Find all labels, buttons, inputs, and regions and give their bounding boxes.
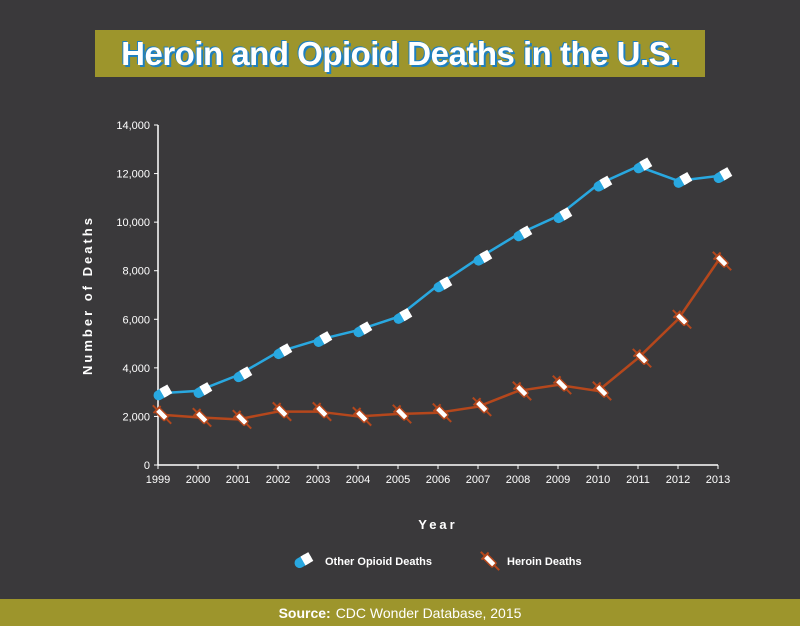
data-point-syringe-icon (472, 396, 492, 417)
data-point-pill-icon (273, 343, 293, 360)
data-point-syringe-icon (592, 381, 612, 401)
data-point-syringe-icon (392, 404, 412, 424)
x-tick-label: 2002 (266, 474, 290, 486)
data-point-pill-icon (313, 331, 333, 347)
x-axis-title: Year (418, 517, 457, 532)
source-footer: Source: CDC Wonder Database, 2015 (0, 599, 800, 626)
data-point-pill-icon (193, 382, 213, 398)
data-point-pill-icon (713, 167, 733, 183)
x-tick-label: 2011 (626, 474, 650, 486)
data-point-pill-icon (633, 157, 653, 174)
x-tick-label: 2004 (346, 474, 370, 486)
y-tick-label: 8,000 (122, 266, 150, 278)
source-text: CDC Wonder Database, 2015 (335, 604, 522, 621)
y-tick-label: 6,000 (122, 314, 150, 326)
x-tick-label: 2000 (186, 474, 210, 486)
legend-label: Other Opioid Deaths (325, 556, 432, 568)
title-banner: Heroin and Opioid Deaths in the U.S. (95, 30, 705, 77)
data-point-syringe-icon (272, 401, 292, 422)
x-tick-label: 2010 (586, 474, 610, 486)
x-tick-label: 2013 (706, 474, 730, 486)
data-point-syringe-icon (232, 409, 252, 430)
data-point-syringe-icon (632, 348, 652, 369)
x-tick-label: 2012 (666, 474, 690, 486)
data-point-syringe-icon (312, 401, 332, 422)
data-point-syringe-icon (552, 374, 572, 395)
y-tick-label: 0 (144, 460, 150, 472)
data-point-pill-icon (433, 276, 453, 293)
x-tick-label: 2006 (426, 474, 450, 486)
y-tick-label: 10,000 (116, 217, 150, 229)
legend-label: Heroin Deaths (507, 556, 582, 568)
data-point-syringe-icon (432, 402, 452, 423)
legend-syringe-icon (480, 551, 500, 571)
x-tick-label: 1999 (146, 474, 170, 486)
data-point-pill-icon (153, 384, 173, 401)
data-point-pill-icon (233, 366, 253, 383)
data-point-pill-icon (513, 225, 533, 242)
legend-pill-icon (294, 552, 314, 568)
data-point-syringe-icon (672, 309, 692, 330)
legend-item-heroin (480, 551, 500, 571)
data-point-syringe-icon (192, 407, 212, 428)
data-point-pill-icon (353, 321, 373, 338)
data-point-pill-icon (673, 172, 693, 188)
data-point-syringe-icon (712, 251, 732, 271)
x-tick-label: 2003 (306, 474, 330, 486)
x-tick-label: 2005 (386, 474, 410, 486)
line-chart: 0 2,000 4,000 6,000 8,000 10,000 12,000 14,000 1… (80, 120, 733, 571)
data-point-syringe-icon (152, 404, 172, 425)
x-tick-label: 2007 (466, 474, 490, 486)
data-point-syringe-icon (512, 381, 532, 401)
legend-item-opioid (294, 552, 314, 568)
data-point-pill-icon (553, 207, 573, 224)
data-point-pill-icon (393, 308, 413, 324)
chart-title: Heroin and Opioid Deaths in the U.S. (121, 34, 679, 72)
x-tick-label: 2008 (506, 474, 530, 486)
data-point-pill-icon (473, 249, 493, 266)
x-tick-label: 2009 (546, 474, 570, 486)
data-point-syringe-icon (352, 406, 372, 427)
y-tick-label: 4,000 (122, 363, 150, 375)
series-opioid (153, 157, 733, 401)
series-heroin (152, 251, 732, 430)
source-label: Source: (278, 604, 331, 621)
x-tick-label: 2001 (226, 474, 250, 486)
y-tick-label: 12,000 (116, 169, 150, 181)
y-tick-label: 2,000 (122, 411, 150, 423)
series-line (157, 164, 719, 395)
y-axis-title: Number of Deaths (80, 215, 95, 375)
y-tick-label: 14,000 (116, 120, 150, 132)
data-point-pill-icon (593, 175, 613, 192)
